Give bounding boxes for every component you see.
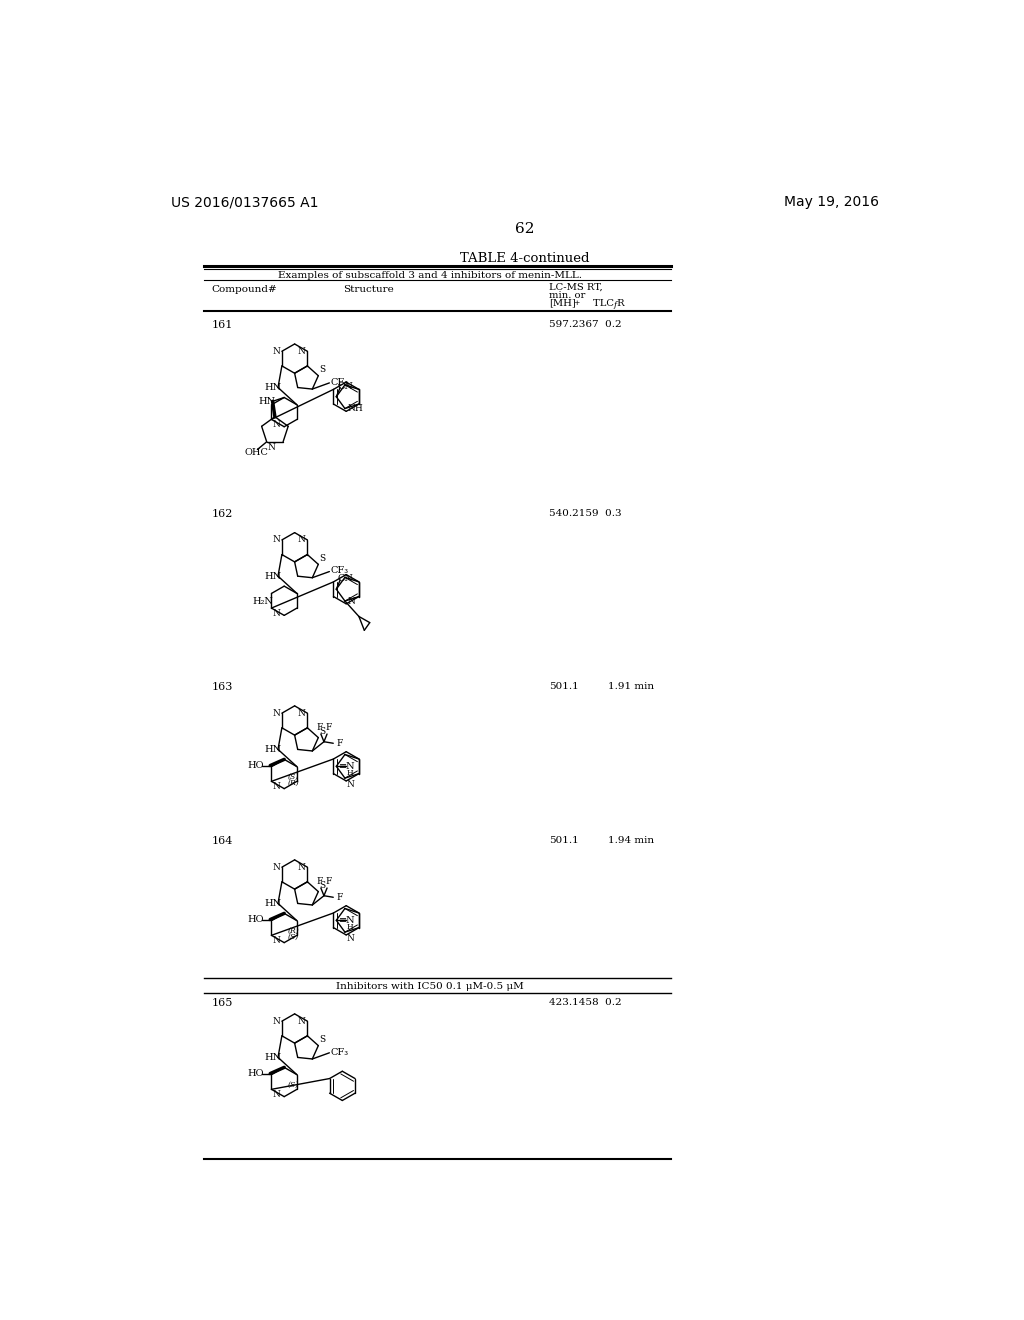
- Text: Inhibitors with IC50 0.1 μM-0.5 μM: Inhibitors with IC50 0.1 μM-0.5 μM: [336, 982, 524, 990]
- Text: S: S: [319, 880, 326, 890]
- Text: HN: HN: [264, 572, 282, 581]
- Text: F: F: [316, 878, 323, 887]
- Text: CF₃: CF₃: [331, 1048, 349, 1056]
- Text: (R): (R): [287, 779, 299, 787]
- Text: [MH]: [MH]: [549, 298, 575, 308]
- Text: HN: HN: [264, 744, 282, 754]
- Text: 501.1: 501.1: [549, 836, 579, 845]
- Text: min. or: min. or: [549, 290, 585, 300]
- Text: HN: HN: [264, 1053, 282, 1061]
- Text: N: N: [346, 935, 354, 944]
- Text: 165: 165: [212, 998, 233, 1007]
- Text: S: S: [319, 727, 326, 737]
- Text: OHC: OHC: [245, 447, 269, 457]
- Text: N: N: [272, 863, 281, 871]
- Text: H: H: [346, 923, 353, 931]
- Text: H₂N: H₂N: [252, 597, 273, 606]
- Text: CN: CN: [338, 574, 353, 583]
- Text: ≡N: ≡N: [339, 916, 355, 925]
- Text: F: F: [326, 878, 332, 887]
- Text: +: +: [573, 298, 580, 306]
- Text: CN: CN: [338, 381, 353, 391]
- Text: 1.94 min: 1.94 min: [608, 836, 654, 845]
- Text: ≡N: ≡N: [339, 762, 355, 771]
- Text: TLC R: TLC R: [593, 298, 625, 308]
- Text: N: N: [347, 597, 355, 606]
- Text: 501.1: 501.1: [549, 682, 579, 690]
- Text: N: N: [273, 1090, 281, 1100]
- Text: (S): (S): [288, 774, 299, 781]
- Text: 423.1458  0.2: 423.1458 0.2: [549, 998, 622, 1007]
- Text: CF₃: CF₃: [331, 378, 349, 387]
- Text: HO: HO: [247, 762, 263, 770]
- Text: NH: NH: [347, 404, 364, 413]
- Text: CF₃: CF₃: [331, 566, 349, 576]
- Text: Compound#: Compound#: [212, 285, 278, 294]
- Text: US 2016/0137665 A1: US 2016/0137665 A1: [171, 195, 318, 210]
- Text: 62: 62: [515, 222, 535, 235]
- Text: N: N: [298, 347, 306, 356]
- Text: (S): (S): [288, 1081, 299, 1089]
- Text: N: N: [298, 536, 306, 544]
- Text: N: N: [272, 1016, 281, 1026]
- Text: N: N: [298, 1016, 306, 1026]
- Text: HN: HN: [259, 397, 275, 405]
- Text: May 19, 2016: May 19, 2016: [784, 195, 879, 210]
- Text: HN: HN: [264, 383, 282, 392]
- Text: Examples of subscaffold 3 and 4 inhibitors of menin-MLL.: Examples of subscaffold 3 and 4 inhibito…: [279, 271, 583, 280]
- Text: N: N: [272, 536, 281, 544]
- Text: 162: 162: [212, 508, 233, 519]
- Text: HO: HO: [247, 915, 263, 924]
- Text: HO: HO: [247, 1069, 263, 1078]
- Text: F: F: [336, 739, 343, 747]
- Text: N: N: [267, 442, 275, 451]
- Text: N: N: [298, 863, 306, 871]
- Text: F: F: [316, 723, 323, 733]
- Text: 161: 161: [212, 321, 233, 330]
- Text: 1.91 min: 1.91 min: [608, 682, 654, 690]
- Text: (R): (R): [287, 927, 299, 935]
- Text: TABLE 4-continued: TABLE 4-continued: [460, 252, 590, 265]
- Text: 540.2159  0.3: 540.2159 0.3: [549, 508, 622, 517]
- Text: F: F: [326, 723, 332, 733]
- Text: N: N: [298, 709, 306, 718]
- Text: (S): (S): [288, 933, 299, 941]
- Text: f: f: [614, 301, 617, 309]
- Text: N: N: [272, 347, 281, 356]
- Text: 163: 163: [212, 682, 233, 692]
- Text: F: F: [336, 892, 343, 902]
- Text: N: N: [273, 936, 281, 945]
- Text: N: N: [273, 420, 281, 429]
- Text: N: N: [346, 780, 354, 789]
- Text: HN: HN: [264, 899, 282, 908]
- Text: 164: 164: [212, 836, 233, 846]
- Text: S: S: [319, 554, 326, 562]
- Text: N: N: [273, 781, 281, 791]
- Text: Structure: Structure: [343, 285, 393, 294]
- Text: H: H: [346, 768, 353, 776]
- Text: N: N: [273, 609, 281, 618]
- Text: S: S: [319, 366, 326, 374]
- Text: N: N: [272, 709, 281, 718]
- Text: LC-MS RT,: LC-MS RT,: [549, 284, 602, 292]
- Text: S: S: [319, 1035, 326, 1044]
- Text: 597.2367  0.2: 597.2367 0.2: [549, 321, 622, 329]
